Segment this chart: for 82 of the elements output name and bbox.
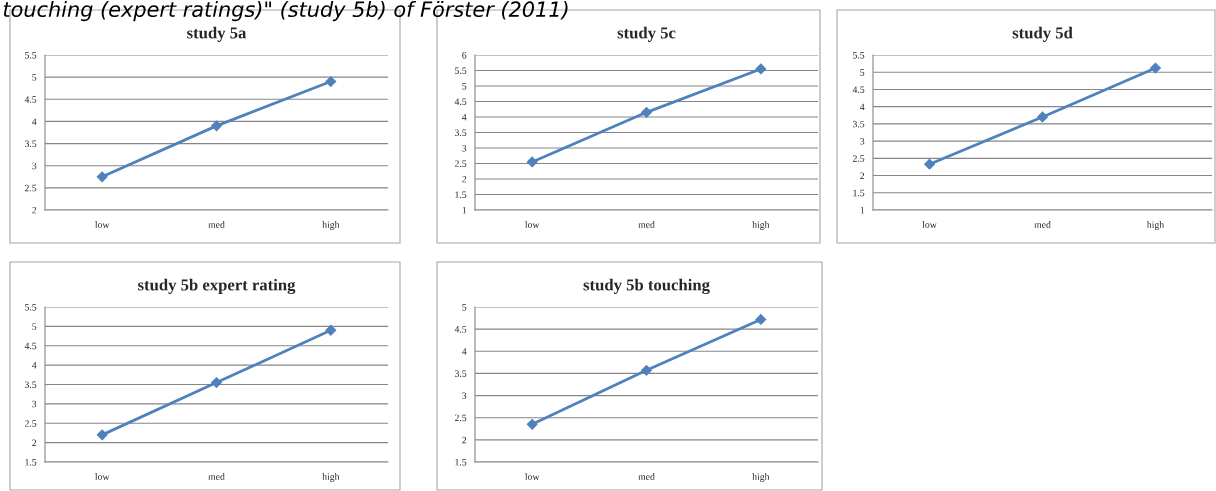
y-tick-label: 3.5 <box>454 129 467 137</box>
x-tick-label: low <box>95 473 110 480</box>
x-tick-label: med <box>638 221 655 228</box>
y-tick-label: 2.5 <box>454 160 467 168</box>
y-tick-label: 5 <box>32 74 37 81</box>
y-tick-label: 2.5 <box>852 155 865 162</box>
x-tick-label: low <box>922 221 937 228</box>
y-tick-label: 5.5 <box>25 304 37 311</box>
y-tick-label: 1 <box>860 206 865 214</box>
y-tick-label: 2 <box>462 175 467 183</box>
y-tick-label: 3 <box>462 144 467 152</box>
x-tick-label: med <box>1034 221 1051 228</box>
y-tick-label: 3 <box>32 162 37 170</box>
point <box>526 418 538 430</box>
y-tick-label: 3.5 <box>24 381 37 389</box>
y-tick-label: 4 <box>32 118 37 125</box>
y-tick-label: 1.5 <box>455 458 467 466</box>
point <box>755 313 767 325</box>
x-tick-label: high <box>752 221 770 230</box>
chart-title: study 5b touching <box>583 278 710 295</box>
point <box>211 120 222 132</box>
text: touching (expert ratings)" (study 5b) of Förster (2011) <box>3 0 568 22</box>
x-tick-label: med <box>208 221 225 228</box>
y-tick-label: 2.5 <box>454 414 467 422</box>
chart-title: study 5d <box>1012 26 1073 42</box>
x-tick-label: low <box>525 473 540 480</box>
y-tick-label: 5.5 <box>853 52 865 59</box>
y-tick-label: 3.5 <box>24 140 37 148</box>
y-tick-label: 4 <box>860 103 865 111</box>
y-tick-label: 5.5 <box>25 52 37 59</box>
x-tick-label: high <box>322 221 340 230</box>
y-tick-label: 3 <box>462 392 467 400</box>
y-tick-label: 1.5 <box>853 189 865 197</box>
y-tick-label: 5 <box>32 323 37 330</box>
y-tick-label: 2 <box>32 206 37 214</box>
y-tick-label: 3.5 <box>852 120 865 128</box>
y-tick-label: 4 <box>462 113 467 121</box>
y-tick-label: 5 <box>860 69 865 76</box>
x-tick-label: med <box>638 473 655 480</box>
x-tick-label: low <box>95 221 110 228</box>
y-tick-label: 2 <box>462 436 467 444</box>
y-tick-label: 5 <box>462 304 467 311</box>
point <box>211 377 222 388</box>
point <box>325 324 337 336</box>
point <box>641 364 652 376</box>
y-tick-label: 2.5 <box>24 420 37 427</box>
point <box>924 158 935 170</box>
point <box>1037 111 1048 123</box>
chart-title: study 5b expert rating <box>138 278 296 295</box>
y-tick-label: 4.5 <box>24 342 37 350</box>
y-tick-label: 4.5 <box>24 96 37 103</box>
y-tick-label: 6 <box>462 51 467 59</box>
y-tick-label: 4 <box>32 362 37 369</box>
y-tick-label: 2.5 <box>24 184 37 192</box>
y-tick-label: 5 <box>462 83 467 90</box>
y-tick-label: 4 <box>462 348 467 355</box>
point <box>1150 62 1161 74</box>
x-tick-label: high <box>752 473 770 482</box>
x-tick-label: low <box>525 221 540 228</box>
y-tick-label: 1 <box>462 206 467 214</box>
y-tick-label: 4.5 <box>454 326 467 333</box>
x-tick-label: med <box>208 473 225 480</box>
chart-title: study 5a <box>187 26 247 42</box>
point <box>96 429 108 441</box>
point <box>96 171 108 183</box>
chart-title: study 5c <box>617 26 676 42</box>
x-tick-label: high <box>322 473 340 482</box>
y-tick-label: 2 <box>860 172 865 179</box>
point <box>325 76 337 87</box>
y-tick-label: 3 <box>32 400 37 408</box>
y-tick-label: 1.5 <box>455 191 467 199</box>
point <box>526 156 538 168</box>
y-tick-label: 4.5 <box>454 98 467 106</box>
x-tick-label: high <box>1146 221 1165 230</box>
y-tick-label: 3.5 <box>454 370 467 377</box>
y-tick-label: 3 <box>860 138 865 145</box>
y-tick-label: 4.5 <box>852 86 865 93</box>
point <box>755 63 767 75</box>
y-tick-label: 1.5 <box>25 458 37 466</box>
y-tick-label: 5.5 <box>455 67 467 75</box>
point <box>641 106 652 118</box>
y-tick-label: 2 <box>32 439 37 446</box>
